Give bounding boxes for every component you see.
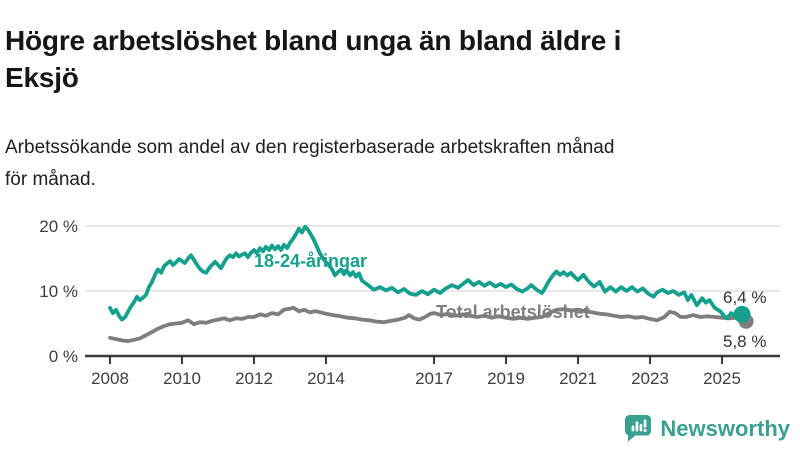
series-label-18-24-ringar: 18-24-åringar xyxy=(254,251,367,271)
chart-subtitle-line-2: för månad. xyxy=(5,168,96,190)
y-tick-label: 20 % xyxy=(39,217,78,236)
series-line-total-arbetsl-shet xyxy=(108,306,746,344)
x-tick-label: 2008 xyxy=(91,369,129,388)
x-tick-label: 2010 xyxy=(163,369,201,388)
x-tick-label: 2014 xyxy=(307,369,345,388)
x-tick-label: 2021 xyxy=(559,369,597,388)
unemployment-line-chart: 0 % 10 % 20 % 2008 2010 2012 2014 2017 2019 2021 2… xyxy=(39,217,780,388)
page-title-line-2: Eksjö xyxy=(5,61,79,93)
series-line-18-24-ringar xyxy=(108,224,746,322)
y-tick-label: 0 % xyxy=(49,347,78,366)
chart-subtitle-line-1: Arbetssökande som andel av den registerb… xyxy=(5,137,615,158)
page-title: Högre arbetslöshet bland unga än bland ä… xyxy=(5,23,775,97)
end-value-label-total-arbetsl-shet: 5,8 % xyxy=(723,332,766,351)
page-title-line-1: Högre arbetslöshet bland unga än bland ä… xyxy=(5,24,622,56)
chart-subtitle: Arbetssökande som andel av den registerb… xyxy=(5,132,725,196)
series-label-total-arbetsl-shet: Total arbetslöshet xyxy=(436,302,590,322)
x-tick-label: 2019 xyxy=(487,369,525,388)
x-tick-label: 2025 xyxy=(703,369,741,388)
newsworthy-speech-bubble-barchart-icon xyxy=(625,415,652,442)
x-tick-label: 2012 xyxy=(235,369,273,388)
x-tick-label: 2017 xyxy=(415,369,453,388)
series-end-dot-18-24-ringar xyxy=(733,305,751,323)
y-tick-label: 10 % xyxy=(39,282,78,301)
newsworthy-brand-text: Newsworthy xyxy=(660,415,790,441)
end-value-label-18-24-ringar: 6,4 % xyxy=(723,288,766,307)
x-tick-label: 2023 xyxy=(631,369,669,388)
newsworthy-logo-link[interactable]: Newsworthy xyxy=(625,414,790,443)
